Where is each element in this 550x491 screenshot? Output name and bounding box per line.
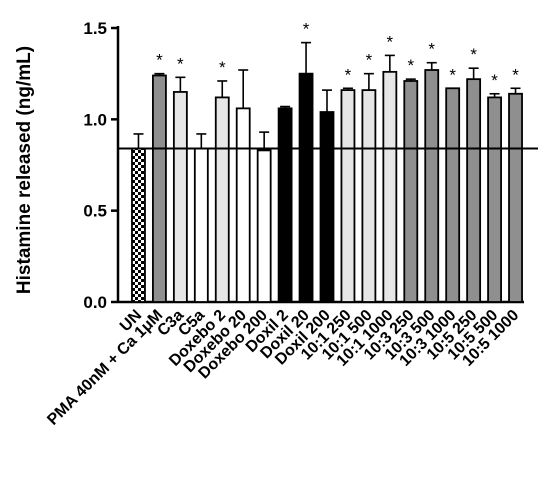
- significance-star: *: [303, 20, 310, 39]
- bar: [382, 70, 398, 303]
- bar: [172, 91, 188, 303]
- bar: [131, 147, 146, 303]
- bar: [403, 80, 419, 303]
- y-axis-label: Histamine released (ng/mL): [14, 46, 35, 294]
- bar: [298, 72, 314, 303]
- bar: [319, 111, 335, 303]
- bar: [361, 89, 377, 303]
- bar: [424, 69, 440, 303]
- bar: [193, 147, 209, 303]
- bar: [445, 87, 461, 303]
- significance-star: *: [407, 56, 414, 75]
- significance-star: *: [156, 51, 163, 70]
- significance-star: *: [512, 65, 519, 84]
- bar: [508, 92, 523, 303]
- significance-star: *: [428, 40, 435, 59]
- significance-star: *: [449, 65, 456, 84]
- bar: [466, 78, 482, 303]
- bar: [214, 96, 230, 303]
- significance-star: *: [470, 45, 477, 64]
- bar: [235, 107, 251, 303]
- plot-area: 0.00.51.01.5UN*PMA 40nM + Ca 1μM*C3aC5a*…: [44, 19, 538, 429]
- y-tick-label: 0.0: [83, 293, 107, 312]
- bar: [487, 96, 502, 303]
- bar: [152, 74, 167, 303]
- significance-star: *: [387, 32, 394, 51]
- category-label: PMA 40nM + Ca 1μM: [44, 307, 166, 429]
- significance-star: *: [491, 71, 498, 90]
- significance-star: *: [219, 58, 226, 77]
- bar: [256, 149, 272, 303]
- y-tick-label: 0.5: [83, 202, 107, 221]
- significance-star: *: [177, 54, 184, 73]
- y-tick-label: 1.0: [83, 110, 107, 129]
- significance-star: *: [366, 51, 373, 70]
- y-tick-label: 1.5: [83, 19, 107, 38]
- bar: [340, 89, 356, 303]
- significance-star: *: [345, 65, 352, 84]
- bar: [277, 107, 293, 303]
